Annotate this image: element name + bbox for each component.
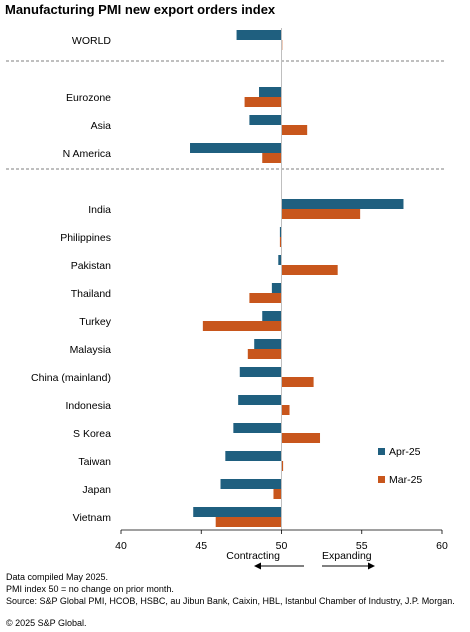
- bar-turkey-apr-25: [262, 311, 282, 321]
- legend-label-mar-25: Mar-25: [389, 474, 422, 486]
- bar-malaysia-mar-25: [247, 349, 282, 359]
- bar-japan-mar-25: [273, 489, 282, 499]
- bar-asia-apr-25: [249, 115, 282, 125]
- category-label-turkey: Turkey: [79, 316, 111, 328]
- category-label-eurozone: Eurozone: [66, 92, 111, 104]
- note-compiled: Data compiled May 2025.: [6, 572, 108, 582]
- x-tick-label-60: 60: [436, 540, 448, 552]
- category-label-thailand: Thailand: [71, 288, 111, 300]
- legend-swatch-mar-25: [378, 476, 385, 483]
- bar-thailand-apr-25: [271, 283, 282, 293]
- category-label-china-mainland: China (mainland): [31, 372, 111, 384]
- bar-indonesia-mar-25: [281, 405, 290, 415]
- x-tick-label-50: 50: [276, 540, 288, 552]
- category-label-india: India: [88, 204, 111, 216]
- bar-india-apr-25: [281, 199, 404, 209]
- bar-turkey-mar-25: [202, 321, 282, 331]
- category-label-indonesia: Indonesia: [65, 400, 111, 412]
- legend-swatch-apr-25: [378, 448, 385, 455]
- bar-taiwan-mar-25: [281, 461, 284, 471]
- category-label-taiwan: Taiwan: [78, 456, 111, 468]
- contracting-arrow-head: [254, 562, 261, 570]
- category-label-malaysia: Malaysia: [70, 344, 112, 356]
- bar-s-korea-mar-25: [281, 433, 321, 443]
- expanding-arrow-head: [368, 562, 375, 570]
- bar-china-mainland-apr-25: [239, 367, 282, 377]
- x-tick-label-45: 45: [195, 540, 207, 552]
- note-source: Source: S&P Global PMI, HCOB, HSBC, au J…: [6, 596, 455, 606]
- bar-indonesia-apr-25: [238, 395, 282, 405]
- bar-eurozone-mar-25: [244, 97, 282, 107]
- bar-malaysia-apr-25: [254, 339, 282, 349]
- chart-title: Manufacturing PMI new export orders inde…: [5, 2, 276, 17]
- bar-japan-apr-25: [220, 479, 282, 489]
- bar-s-korea-apr-25: [233, 423, 282, 433]
- category-label-asia: Asia: [91, 120, 112, 132]
- bar-philippines-mar-25: [279, 237, 282, 247]
- bar-pakistan-apr-25: [278, 255, 282, 265]
- bar-china-mainland-mar-25: [281, 377, 314, 387]
- bar-pakistan-mar-25: [281, 265, 338, 275]
- bar-eurozone-apr-25: [259, 87, 282, 97]
- category-label-s-korea: S Korea: [73, 428, 111, 440]
- bar-world-apr-25: [236, 30, 282, 40]
- category-label-world: WORLD: [72, 35, 112, 47]
- bar-asia-mar-25: [281, 125, 308, 135]
- x-tick-label-40: 40: [115, 540, 127, 552]
- copyright: © 2025 S&P Global.: [6, 618, 87, 628]
- category-label-philippines: Philippines: [60, 232, 111, 244]
- bar-vietnam-mar-25: [215, 517, 282, 527]
- category-label-n-america: N America: [63, 148, 112, 160]
- category-label-japan: Japan: [82, 484, 111, 496]
- category-label-pakistan: Pakistan: [71, 260, 111, 272]
- bar-taiwan-apr-25: [225, 451, 282, 461]
- contracting-label: Contracting: [226, 550, 280, 562]
- bar-vietnam-apr-25: [193, 507, 282, 517]
- bar-thailand-mar-25: [249, 293, 282, 303]
- expanding-label: Expanding: [322, 550, 372, 562]
- legend-label-apr-25: Apr-25: [389, 446, 421, 458]
- plot-area: WORLD Eurozone Asia N America India Philippin…: [6, 28, 448, 570]
- category-label-vietnam: Vietnam: [73, 512, 112, 524]
- x-tick-label-55: 55: [356, 540, 368, 552]
- bar-philippines-apr-25: [279, 227, 282, 237]
- note-baseline: PMI index 50 = no change on prior month.: [6, 584, 174, 594]
- bar-india-mar-25: [281, 209, 361, 219]
- bar-n-america-apr-25: [190, 143, 282, 153]
- bar-n-america-mar-25: [262, 153, 282, 163]
